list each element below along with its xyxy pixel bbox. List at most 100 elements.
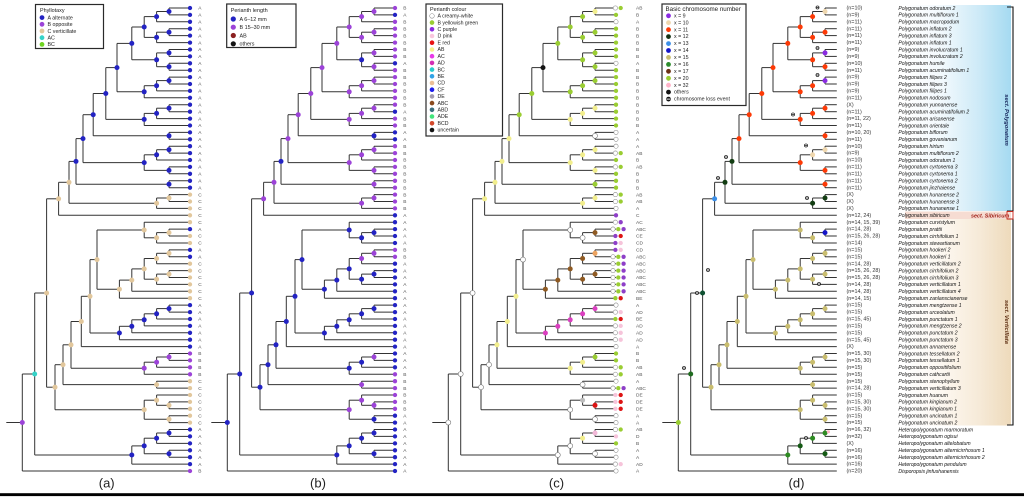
svg-text:(n=11): (n=11) bbox=[847, 19, 863, 25]
svg-text:C: C bbox=[198, 420, 202, 426]
svg-text:C: C bbox=[198, 407, 202, 413]
svg-text:A: A bbox=[636, 137, 640, 143]
svg-text:Polygonatum macropodum: Polygonatum macropodum bbox=[898, 20, 959, 26]
svg-text:(n=14, 15): (n=14, 15) bbox=[847, 296, 872, 302]
svg-text:(X): (X) bbox=[847, 199, 854, 205]
svg-text:A: A bbox=[198, 255, 202, 261]
svg-text:ABC: ABC bbox=[636, 227, 646, 233]
svg-text:B: B bbox=[403, 75, 406, 81]
svg-text:C: C bbox=[198, 261, 202, 267]
svg-text:B: B bbox=[403, 386, 406, 392]
svg-text:Polygonatum humile: Polygonatum humile bbox=[898, 61, 944, 67]
svg-text:A: A bbox=[403, 365, 407, 371]
svg-text:B: B bbox=[636, 358, 639, 364]
svg-text:B: B bbox=[636, 158, 639, 164]
svg-text:Phyllotaxy: Phyllotaxy bbox=[40, 8, 65, 14]
svg-text:Polygonatum cirrhifolium 2: Polygonatum cirrhifolium 2 bbox=[898, 268, 958, 274]
svg-text:B: B bbox=[636, 54, 639, 60]
svg-text:(n=14, 28): (n=14, 28) bbox=[847, 282, 872, 288]
svg-text:Polygonatum filipes 1: Polygonatum filipes 1 bbox=[898, 89, 947, 95]
svg-text:(n=14, 28): (n=14, 28) bbox=[847, 386, 872, 392]
svg-text:B: B bbox=[403, 372, 406, 378]
svg-text:C: C bbox=[198, 296, 202, 302]
svg-text:Polygonatum punctatum 1: Polygonatum punctatum 1 bbox=[898, 317, 957, 323]
svg-text:(n=15, 26, 28): (n=15, 26, 28) bbox=[847, 234, 881, 240]
svg-text:Polygonatum inflatum 3: Polygonatum inflatum 3 bbox=[898, 33, 951, 39]
svg-text:Polygonatum annamense: Polygonatum annamense bbox=[898, 344, 956, 350]
svg-text:DE: DE bbox=[636, 400, 643, 406]
svg-text:B: B bbox=[403, 248, 406, 254]
svg-text:B: B bbox=[403, 82, 406, 88]
svg-text:B: B bbox=[403, 165, 406, 171]
svg-text:A: A bbox=[198, 331, 202, 337]
svg-text:BCD: BCD bbox=[438, 121, 449, 127]
svg-text:A: A bbox=[636, 448, 640, 454]
svg-text:ABC: ABC bbox=[636, 261, 646, 267]
svg-text:C: C bbox=[198, 268, 202, 274]
svg-text:A: A bbox=[198, 185, 202, 191]
svg-text:Polygonatum uncinatum 1: Polygonatum uncinatum 1 bbox=[898, 414, 957, 420]
svg-text:(n=14, 28): (n=14, 28) bbox=[847, 289, 872, 295]
svg-text:BE: BE bbox=[438, 74, 445, 80]
svg-text:A: A bbox=[403, 358, 407, 364]
svg-text:B: B bbox=[403, 144, 406, 150]
svg-text:(a): (a) bbox=[99, 476, 115, 491]
svg-text:AB: AB bbox=[636, 192, 642, 198]
svg-text:A: A bbox=[198, 26, 202, 32]
svg-text:Polygonatum multiflorum 2: Polygonatum multiflorum 2 bbox=[898, 151, 958, 157]
svg-text:B: B bbox=[403, 400, 406, 406]
svg-text:B: B bbox=[403, 116, 406, 122]
svg-text:A: A bbox=[198, 344, 202, 350]
svg-text:Polygonatum mengtzense 1: Polygonatum mengtzense 1 bbox=[898, 303, 961, 309]
svg-text:Polygonatum cyrtonema 2: Polygonatum cyrtonema 2 bbox=[898, 179, 957, 185]
svg-text:Polygonatum sibiricum: Polygonatum sibiricum bbox=[898, 213, 949, 219]
svg-text:A: A bbox=[198, 317, 202, 323]
svg-text:A: A bbox=[198, 441, 202, 447]
svg-text:ABC: ABC bbox=[636, 386, 646, 392]
svg-text:(X): (X) bbox=[847, 192, 854, 198]
svg-text:A alternate: A alternate bbox=[48, 15, 73, 21]
svg-text:A: A bbox=[636, 303, 640, 309]
svg-text:C: C bbox=[636, 213, 640, 219]
svg-text:A: A bbox=[403, 227, 407, 233]
svg-text:(n=16, 32): (n=16, 32) bbox=[847, 427, 872, 433]
svg-text:(n=15): (n=15) bbox=[847, 372, 863, 378]
svg-text:(n=14): (n=14) bbox=[847, 241, 863, 247]
svg-text:(n=11): (n=11) bbox=[847, 165, 863, 171]
svg-text:Polygonatum huanum: Polygonatum huanum bbox=[898, 393, 948, 399]
svg-text:Polygonatum zanlanscianense: Polygonatum zanlanscianense bbox=[898, 296, 967, 302]
svg-text:(n=15, 30): (n=15, 30) bbox=[847, 400, 872, 406]
svg-text:(n=16): (n=16) bbox=[847, 462, 863, 468]
svg-text:B: B bbox=[403, 393, 406, 399]
svg-text:AB: AB bbox=[636, 165, 642, 171]
svg-text:B: B bbox=[636, 179, 639, 185]
svg-text:Polygonatum stewartianum: Polygonatum stewartianum bbox=[898, 241, 959, 247]
svg-text:BE: BE bbox=[636, 317, 642, 323]
svg-text:B: B bbox=[636, 172, 639, 178]
svg-text:A: A bbox=[198, 96, 202, 102]
svg-text:Polygonatum nodosum: Polygonatum nodosum bbox=[898, 96, 950, 102]
svg-text:D: D bbox=[636, 434, 640, 440]
svg-text:CD: CD bbox=[636, 248, 643, 254]
svg-text:Polygonatum hunanense 1: Polygonatum hunanense 1 bbox=[898, 206, 959, 212]
svg-text:Heteropolygonatum ogisui: Heteropolygonatum ogisui bbox=[898, 434, 958, 440]
svg-text:B 15–30 mm: B 15–30 mm bbox=[240, 25, 271, 31]
svg-text:(n=14, 28): (n=14, 28) bbox=[847, 261, 872, 267]
svg-text:Disporopsis jinfushanensis: Disporopsis jinfushanensis bbox=[898, 469, 959, 475]
svg-text:BE: BE bbox=[636, 296, 642, 302]
svg-text:Polygonatum acuminatifolium 1: Polygonatum acuminatifolium 1 bbox=[898, 68, 969, 74]
svg-text:B: B bbox=[403, 255, 406, 261]
svg-text:(n=15, 45): (n=15, 45) bbox=[847, 317, 872, 323]
svg-text:C: C bbox=[198, 220, 202, 226]
svg-text:AD: AD bbox=[636, 331, 643, 337]
svg-text:(X): (X) bbox=[847, 206, 854, 212]
svg-text:chromosome loss event: chromosome loss event bbox=[674, 97, 730, 103]
svg-text:B: B bbox=[403, 26, 406, 32]
svg-text:Polygonatum involucratum 2: Polygonatum involucratum 2 bbox=[898, 54, 962, 60]
svg-text:Polygonatum verticillatum 3: Polygonatum verticillatum 3 bbox=[898, 386, 960, 392]
svg-text:others: others bbox=[674, 90, 689, 96]
svg-text:(n=20): (n=20) bbox=[847, 469, 863, 475]
svg-text:A: A bbox=[403, 289, 407, 295]
svg-text:A: A bbox=[403, 351, 407, 357]
svg-text:ABC: ABC bbox=[438, 101, 449, 107]
